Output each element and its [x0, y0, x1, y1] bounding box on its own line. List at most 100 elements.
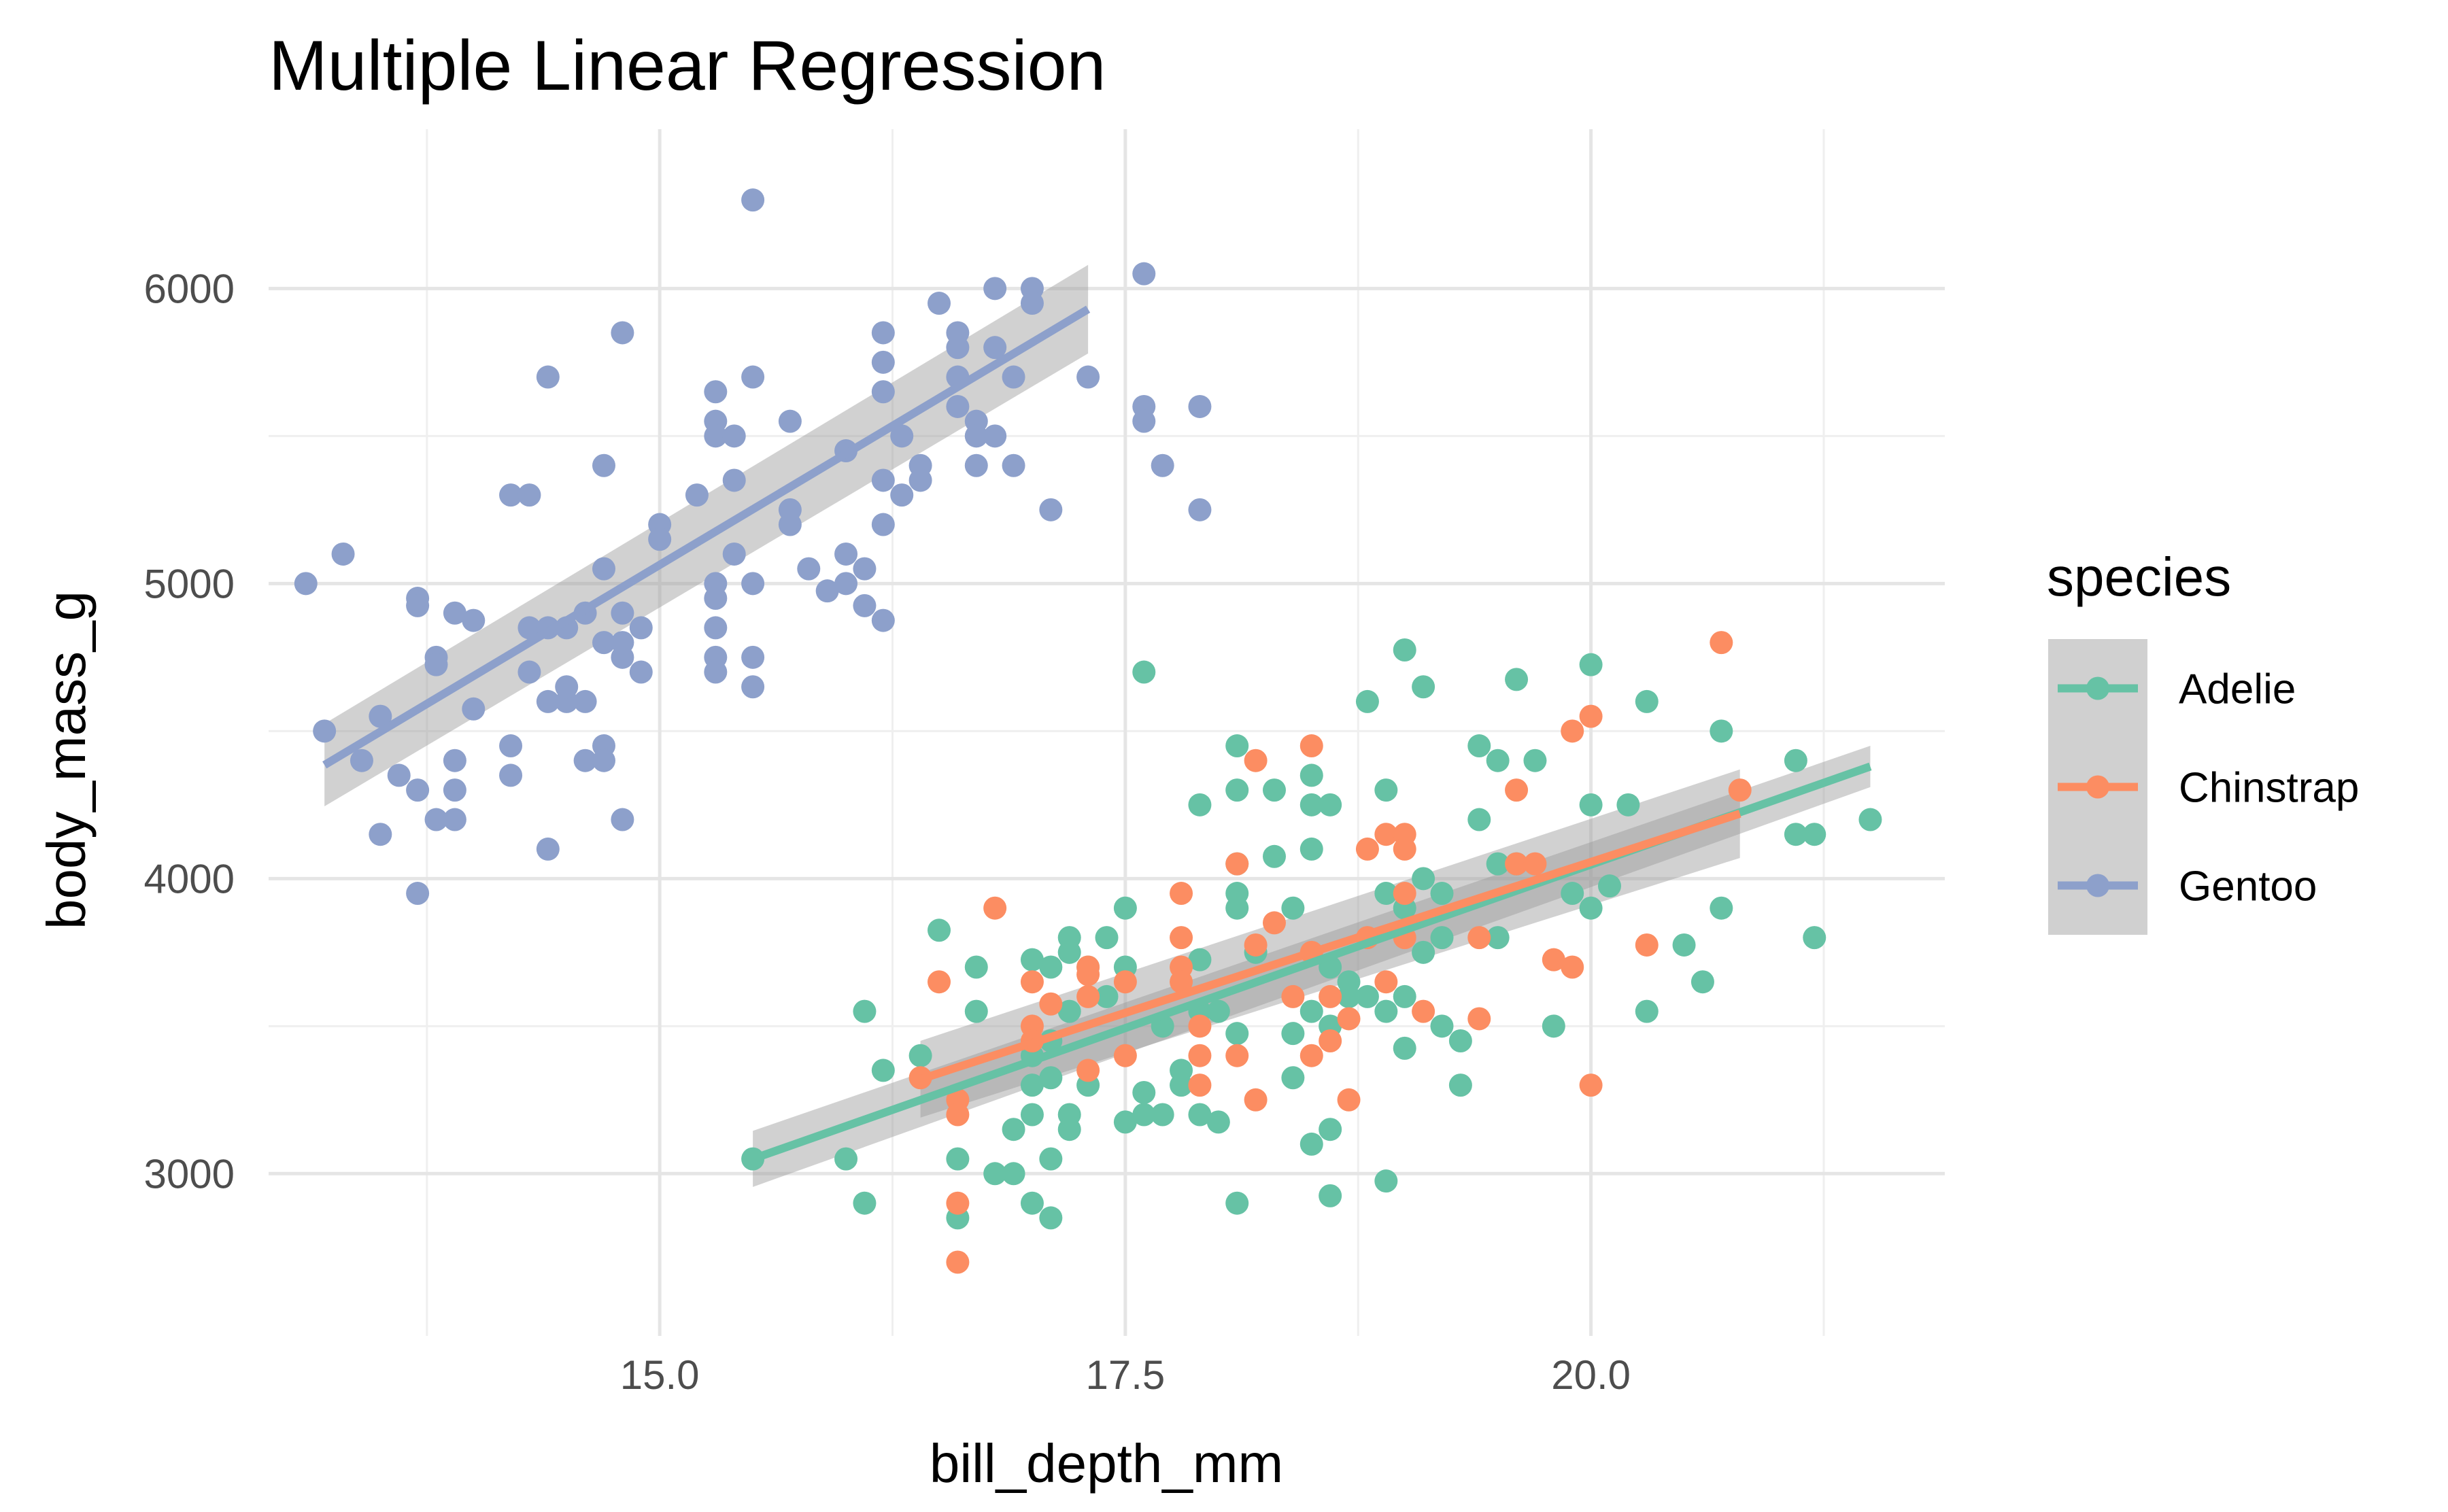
- data-point-gentoo: [908, 468, 932, 492]
- data-point-adelie: [1412, 675, 1435, 699]
- data-point-chinstrap: [1299, 734, 1323, 758]
- data-point-adelie: [1523, 749, 1547, 772]
- data-point-chinstrap: [928, 970, 951, 994]
- data-point-adelie: [1355, 689, 1379, 713]
- data-point-gentoo: [573, 689, 597, 713]
- data-point-chinstrap: [1561, 719, 1584, 743]
- data-point-gentoo: [704, 380, 728, 404]
- data-point-gentoo: [611, 631, 634, 655]
- data-point-gentoo: [853, 557, 877, 581]
- data-point-gentoo: [1020, 292, 1044, 315]
- data-point-adelie: [1299, 763, 1323, 787]
- data-point-adelie: [1095, 926, 1119, 950]
- data-point-adelie: [1412, 867, 1435, 891]
- data-point-gentoo: [964, 424, 988, 448]
- data-point-adelie: [1281, 1066, 1305, 1090]
- data-point-adelie: [1020, 1103, 1044, 1127]
- data-point-gentoo: [517, 616, 541, 640]
- data-point-gentoo: [369, 704, 392, 728]
- data-point-chinstrap: [1188, 1073, 1212, 1097]
- data-point-gentoo: [313, 719, 337, 743]
- data-point-chinstrap: [1170, 882, 1193, 906]
- data-point-chinstrap: [1412, 999, 1435, 1023]
- data-point-gentoo: [1132, 262, 1156, 286]
- legend-label-chinstrap: Chinstrap: [2179, 765, 2359, 812]
- data-point-gentoo: [536, 689, 560, 713]
- data-point-chinstrap: [1561, 955, 1584, 979]
- data-point-adelie: [1263, 844, 1286, 868]
- data-point-adelie: [1299, 1132, 1323, 1156]
- data-point-gentoo: [1039, 498, 1063, 521]
- data-point-chinstrap: [1113, 970, 1137, 994]
- data-point-adelie: [1598, 874, 1621, 898]
- data-point-gentoo: [685, 483, 709, 507]
- data-point-adelie: [964, 955, 988, 979]
- data-point-gentoo: [853, 594, 877, 617]
- regression-lines: [322, 305, 1872, 1163]
- data-point-adelie: [1225, 896, 1249, 920]
- legend: species Adelie Chinstrap Gentoo: [2047, 547, 2359, 935]
- data-point-gentoo: [294, 572, 318, 596]
- data-point-gentoo: [778, 409, 802, 433]
- data-point-chinstrap: [1020, 970, 1044, 994]
- data-point-adelie: [1188, 948, 1212, 972]
- data-point-chinstrap: [1281, 984, 1305, 1008]
- data-point-adelie: [1448, 1073, 1472, 1097]
- data-point-gentoo: [741, 365, 765, 389]
- data-point-adelie: [1132, 1080, 1156, 1104]
- data-point-gentoo: [443, 601, 466, 625]
- data-point-gentoo: [555, 675, 579, 699]
- data-point-chinstrap: [1337, 1007, 1361, 1031]
- data-point-chinstrap: [1299, 1044, 1323, 1067]
- data-point-gentoo: [1151, 453, 1174, 477]
- data-point-adelie: [1039, 1147, 1063, 1171]
- data-point-gentoo: [1076, 365, 1100, 389]
- data-points: [294, 188, 1882, 1274]
- data-point-gentoo: [648, 528, 672, 551]
- data-point-gentoo: [1002, 365, 1025, 389]
- data-point-gentoo: [983, 336, 1007, 360]
- data-point-adelie: [983, 1162, 1007, 1186]
- data-point-gentoo: [499, 734, 523, 758]
- data-point-adelie: [1374, 882, 1398, 906]
- data-point-gentoo: [424, 653, 448, 676]
- data-point-gentoo: [592, 631, 615, 655]
- data-point-gentoo: [834, 572, 858, 596]
- data-point-adelie: [1672, 933, 1696, 957]
- data-point-chinstrap: [1170, 926, 1193, 950]
- data-point-gentoo: [611, 321, 634, 345]
- data-point-adelie: [1225, 778, 1249, 802]
- data-point-gentoo: [611, 601, 634, 625]
- data-point-gentoo: [722, 468, 746, 492]
- data-point-adelie: [1616, 793, 1640, 817]
- data-point-gentoo: [871, 321, 895, 345]
- data-point-gentoo: [871, 608, 895, 632]
- data-point-adelie: [871, 1059, 895, 1082]
- data-point-chinstrap: [1579, 704, 1603, 728]
- data-point-adelie: [853, 999, 877, 1023]
- data-point-gentoo: [1002, 453, 1025, 477]
- data-point-chinstrap: [1319, 1029, 1342, 1053]
- legend-key-point: [2086, 676, 2109, 700]
- data-point-gentoo: [462, 697, 486, 721]
- data-point-adelie: [1206, 1110, 1230, 1134]
- data-point-adelie: [1319, 1118, 1342, 1141]
- data-point-chinstrap: [946, 1103, 970, 1127]
- data-point-chinstrap: [1579, 1073, 1603, 1097]
- data-point-adelie: [1113, 896, 1137, 920]
- y-tick-label: 4000: [144, 856, 235, 901]
- data-point-adelie: [1430, 882, 1454, 906]
- data-point-adelie: [1374, 778, 1398, 802]
- data-point-chinstrap: [1244, 749, 1268, 772]
- data-point-gentoo: [592, 749, 615, 772]
- data-point-gentoo: [890, 483, 914, 507]
- data-point-gentoo: [499, 483, 523, 507]
- data-point-chinstrap: [946, 1250, 970, 1274]
- data-point-gentoo: [741, 572, 765, 596]
- data-point-adelie: [1784, 749, 1807, 772]
- data-point-chinstrap: [1076, 1059, 1100, 1082]
- data-point-adelie: [1635, 999, 1659, 1023]
- data-point-adelie: [1393, 638, 1416, 662]
- data-point-adelie: [1393, 984, 1416, 1008]
- data-point-gentoo: [406, 594, 430, 617]
